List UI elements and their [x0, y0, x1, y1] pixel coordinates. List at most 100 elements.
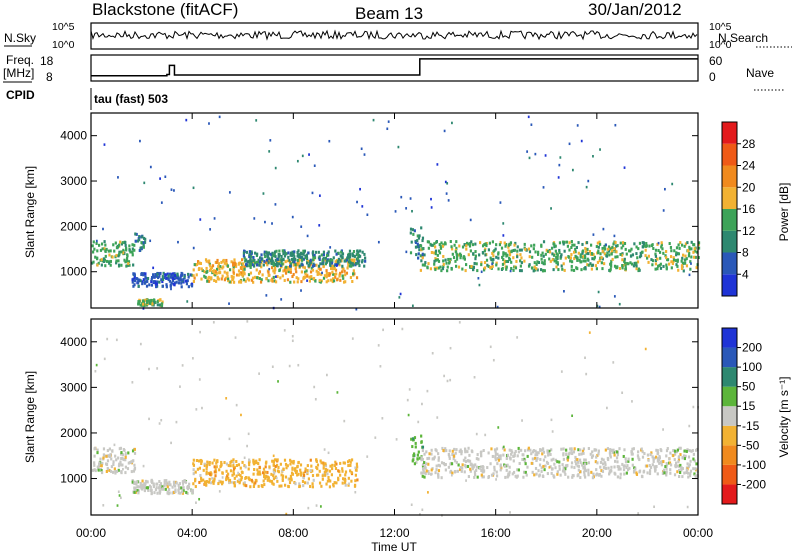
heatmap-cell: [665, 256, 668, 260]
heatmap-cell: [296, 258, 299, 262]
heatmap-cell: [690, 449, 693, 453]
heatmap-cell: [566, 463, 569, 467]
heatmap-cell: [616, 244, 619, 248]
heatmap-cell: [143, 483, 147, 487]
heatmap-cell: [606, 251, 609, 255]
heatmap-cell: [617, 467, 620, 471]
heatmap-cell: [492, 472, 495, 476]
heatmap-cell: [273, 266, 277, 270]
colorbar-swatch: [722, 122, 737, 144]
heatmap-cell: [689, 267, 692, 271]
heatmap-cell: [473, 475, 476, 479]
heatmap-cell: [665, 462, 668, 466]
heatmap-cell: [516, 468, 519, 472]
heatmap-cell: [348, 249, 352, 253]
heatmap-cell: [664, 187, 666, 191]
heatmap-cell: [133, 486, 136, 490]
heatmap-cell: [272, 269, 275, 273]
heatmap-cell: [499, 201, 502, 204]
heatmap-cell: [568, 241, 571, 245]
heatmap-cell: [228, 479, 231, 483]
heatmap-cell: [136, 489, 139, 493]
heatmap-cell: [554, 466, 557, 470]
heatmap-cell: [693, 459, 696, 463]
heatmap-cell: [124, 246, 128, 250]
heatmap-cell: [272, 261, 276, 265]
heatmap-cell: [483, 261, 487, 265]
heatmap-cell: [296, 464, 299, 468]
heatmap-cell: [468, 459, 472, 463]
heatmap-cell: [445, 449, 448, 453]
heatmap-cell: [420, 226, 423, 230]
heatmap-cell: [577, 251, 580, 255]
heatmap-cell: [688, 247, 691, 251]
heatmap-cell: [294, 263, 297, 267]
heatmap-cell: [292, 461, 295, 465]
heatmap-cell: [280, 298, 283, 301]
colorbar-tick-label: 16: [742, 202, 756, 216]
heatmap-cell: [541, 261, 544, 265]
heatmap-cell: [333, 481, 336, 485]
heatmap-cell: [327, 250, 330, 254]
heatmap-cell: [231, 278, 234, 282]
heatmap-cell: [562, 242, 565, 246]
heatmap-cell: [420, 440, 423, 444]
heatmap-cell: [334, 249, 337, 253]
heatmap-cell: [104, 249, 107, 253]
heatmap-cell: [355, 261, 357, 265]
heatmap-cell: [228, 280, 231, 284]
heatmap-cell: [568, 142, 571, 146]
heatmap-cell: [609, 448, 612, 452]
heatmap-cell: [166, 272, 169, 276]
heatmap-cell: [292, 272, 295, 276]
heatmap-cell: [555, 259, 558, 263]
heatmap-cell: [137, 489, 140, 493]
heatmap-cell: [534, 250, 537, 254]
heatmap-cell: [693, 255, 696, 259]
heatmap-cell: [186, 486, 189, 490]
heatmap-cell: [524, 247, 527, 251]
heatmap-cell: [479, 465, 483, 469]
heatmap-cell: [208, 262, 211, 266]
heatmap-cell: [354, 490, 357, 494]
heatmap-cell: [182, 277, 185, 281]
heatmap-cell: [153, 491, 156, 495]
heatmap-cell: [685, 257, 688, 261]
noise-left-tick-top: 10^5: [52, 21, 75, 33]
heatmap-cell: [291, 275, 294, 279]
heatmap-cell: [610, 252, 613, 256]
heatmap-cell: [206, 460, 209, 464]
heatmap-cell: [214, 273, 217, 277]
heatmap-cell: [497, 251, 500, 255]
heatmap-cell: [289, 458, 292, 462]
heatmap-cell: [218, 468, 221, 472]
heatmap-cell: [328, 259, 331, 263]
heatmap-cell: [595, 473, 598, 477]
heatmap-cell: [120, 451, 123, 455]
heatmap-cell: [256, 468, 259, 472]
heatmap-cell: [278, 249, 281, 253]
heatmap-cell: [412, 458, 415, 462]
heatmap-cell: [677, 460, 680, 464]
heatmap-cell: [583, 458, 586, 462]
heatmap-cell: [465, 247, 468, 251]
heatmap-cell: [414, 441, 417, 445]
heatmap-cell: [266, 478, 269, 482]
heatmap-cell: [675, 263, 678, 267]
heatmap-cell: [351, 253, 354, 257]
heatmap-cell: [262, 263, 265, 267]
heatmap-cell: [211, 461, 214, 465]
heatmap-cell: [117, 254, 120, 258]
heatmap-cell: [530, 123, 533, 126]
heatmap-cell: [631, 457, 634, 461]
heatmap-cell: [527, 247, 531, 251]
heatmap-cell: [187, 272, 190, 276]
heatmap-cell: [554, 244, 557, 248]
heatmap-cell: [485, 244, 488, 248]
heatmap-cell: [573, 243, 576, 247]
heatmap-cell: [424, 471, 427, 475]
heatmap-cell: [192, 246, 195, 250]
heatmap-cell: [322, 256, 325, 260]
heatmap-cell: [150, 276, 154, 280]
heatmap-cell: [475, 262, 478, 266]
